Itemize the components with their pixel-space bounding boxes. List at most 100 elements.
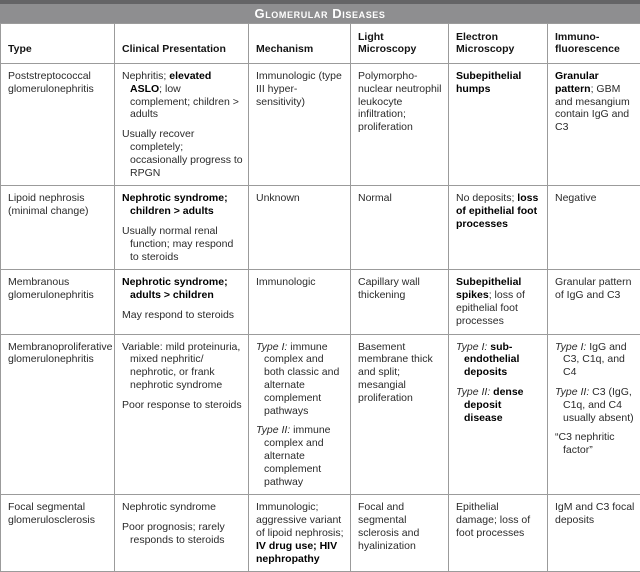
text-segment: Capillary wall thickening <box>358 276 420 301</box>
column-header-mechanism: Mechanism <box>249 24 351 64</box>
cell-paragraph: Type I: IgG and C3, C1q, and C4 <box>555 341 635 379</box>
text-segment: Nephrotic syndrome; children > adults <box>122 192 228 217</box>
cell-paragraph: Capillary wall thickening <box>358 276 443 302</box>
cell-paragraph: Lipoid nephrosis (minimal change) <box>8 192 109 218</box>
cell-immunofluorescence: Granular pattern of IgG and C3 <box>548 270 640 334</box>
cell-paragraph: May respond to steroids <box>122 309 243 322</box>
cell-paragraph: Subepithelial spikes; loss of epithelial… <box>456 276 542 327</box>
cell-paragraph: Nephritis; elevated ASLO; low complement… <box>122 70 243 121</box>
text-segment: Unknown <box>256 192 300 204</box>
text-segment: Focal segmental glomerulosclerosis <box>8 501 95 526</box>
column-header-clinical-presentation: Clinical Presentation <box>115 24 249 64</box>
text-segment: Polymorpho-nuclear neutrophil leukocyte … <box>358 70 441 133</box>
cell-paragraph: Subepithelial humps <box>456 70 542 96</box>
text-segment: Nephritis; <box>122 70 169 82</box>
cell-paragraph: Usually normal renal function; may respo… <box>122 225 243 263</box>
text-segment: Type I: <box>456 341 487 353</box>
cell-paragraph: Basement membrane thick and split; mesan… <box>358 341 443 405</box>
cell-immunofluorescence: Type I: IgG and C3, C1q, and C4 Type II: … <box>548 334 640 495</box>
text-segment: Type I: <box>256 341 287 353</box>
table-row: Focal segmental glomerulosclerosis Nephro… <box>1 495 640 572</box>
text-segment: Membranous glomerulonephritis <box>8 276 94 301</box>
cell-paragraph: Normal <box>358 192 443 205</box>
text-segment: Usually recover completely; occasionally… <box>122 128 243 178</box>
cell-type: Focal segmental glomerulosclerosis <box>1 495 115 572</box>
cell-paragraph: Focal segmental glomerulosclerosis <box>8 501 109 527</box>
cell-light-microscopy: Focal and segmental sclerosis and hyalin… <box>351 495 449 572</box>
cell-paragraph: Polymorpho-nuclear neutrophil leukocyte … <box>358 70 443 134</box>
cell-paragraph: Nephrotic syndrome; adults > children <box>122 276 243 302</box>
text-segment: Negative <box>555 192 596 204</box>
text-segment: IgM and C3 focal deposits <box>555 501 634 526</box>
cell-paragraph: Membranous glomerulonephritis <box>8 276 109 302</box>
cell-type: Membranous glomerulonephritis <box>1 270 115 334</box>
cell-clinical-presentation: Nephrotic syndrome Poor prognosis; rarely… <box>115 495 249 572</box>
cell-immunofluorescence: Granular pattern; GBM and mesangium cont… <box>548 64 640 186</box>
cell-electron-microscopy: Subepithelial spikes; loss of epithelial… <box>449 270 548 334</box>
text-segment: Immunologic <box>256 276 316 288</box>
cell-type: Membranoproliferative glomerulonephritis <box>1 334 115 495</box>
cell-paragraph: Nephrotic syndrome; children > adults <box>122 192 243 218</box>
cell-paragraph: Immunologic; aggressive variant of lipoi… <box>256 501 345 565</box>
cell-paragraph: Granular pattern of IgG and C3 <box>555 276 635 302</box>
cell-paragraph: Negative <box>555 192 635 205</box>
text-segment: IV drug use; HIV nephropathy <box>256 540 337 565</box>
cell-paragraph: Focal and segmental sclerosis and hyalin… <box>358 501 443 552</box>
cell-paragraph: Membranoproliferative glomerulonephritis <box>8 341 109 367</box>
column-header-light-microscopy: Light Microscopy <box>351 24 449 64</box>
column-header-immunofluorescence: Immuno-fluorescence <box>548 24 640 64</box>
cell-electron-microscopy: Epithelial damage; loss of foot processe… <box>449 495 548 572</box>
cell-paragraph: Immunologic (type III hyper-sensitivity) <box>256 70 345 108</box>
cell-clinical-presentation: Nephritis; elevated ASLO; low complement… <box>115 64 249 186</box>
cell-clinical-presentation: Variable: mild proteinuria, mixed nephri… <box>115 334 249 495</box>
table-row: Membranous glomerulonephritis Nephrotic s… <box>1 270 640 334</box>
text-segment: Type II: <box>555 386 589 398</box>
cell-paragraph: Epithelial damage; loss of foot processe… <box>456 501 542 539</box>
cell-paragraph: Nephrotic syndrome <box>122 501 243 514</box>
cell-paragraph: Type I: immune complex and both classic … <box>256 341 345 418</box>
cell-paragraph: Poor response to steroids <box>122 399 243 412</box>
cell-mechanism: Unknown <box>249 186 351 270</box>
text-segment: Usually normal renal function; may respo… <box>122 225 233 263</box>
text-segment: Epithelial damage; loss of foot processe… <box>456 501 530 539</box>
cell-electron-microscopy: No deposits; loss of epithelial foot pro… <box>449 186 548 270</box>
text-segment: Nephrotic syndrome <box>122 501 216 513</box>
cell-electron-microscopy: Subepithelial humps <box>449 64 548 186</box>
text-segment: Poor prognosis; rarely responds to stero… <box>122 521 225 546</box>
cell-light-microscopy: Normal <box>351 186 449 270</box>
cell-immunofluorescence: Negative <box>548 186 640 270</box>
cell-mechanism: Immunologic (type III hyper-sensitivity) <box>249 64 351 186</box>
text-segment: Granular pattern of IgG and C3 <box>555 276 631 301</box>
text-segment: Membranoproliferative glomerulonephritis <box>8 341 112 366</box>
text-segment: No deposits; <box>456 192 517 204</box>
table-row: Lipoid nephrosis (minimal change) Nephrot… <box>1 186 640 270</box>
cell-paragraph: Type II: dense deposit disease <box>456 386 542 424</box>
cell-light-microscopy: Polymorpho-nuclear neutrophil leukocyte … <box>351 64 449 186</box>
column-header-type: Type <box>1 24 115 64</box>
cell-paragraph: Immunologic <box>256 276 345 289</box>
text-segment: Type I: <box>555 341 586 353</box>
header-row: Type Clinical Presentation Mechanism Lig… <box>1 24 640 64</box>
cell-paragraph: Granular pattern; GBM and mesangium cont… <box>555 70 635 134</box>
table-title: Glomerular Diseases <box>254 6 385 21</box>
cell-clinical-presentation: Nephrotic syndrome; adults > children May… <box>115 270 249 334</box>
text-segment: Type II: <box>256 424 290 436</box>
cell-paragraph: Poor prognosis; rarely responds to stero… <box>122 521 243 547</box>
column-header-electron-microscopy: Electron Microscopy <box>449 24 548 64</box>
cell-clinical-presentation: Nephrotic syndrome; children > adults Usu… <box>115 186 249 270</box>
text-segment: May respond to steroids <box>122 309 234 321</box>
text-segment: Normal <box>358 192 392 204</box>
cell-paragraph: Usually recover completely; occasionally… <box>122 128 243 179</box>
cell-paragraph: Type II: immune complex and alternate co… <box>256 424 345 488</box>
text-segment: Focal and segmental sclerosis and hyalin… <box>358 501 419 551</box>
cell-light-microscopy: Capillary wall thickening <box>351 270 449 334</box>
text-segment: Poor response to steroids <box>122 399 242 411</box>
diseases-table: Type Clinical Presentation Mechanism Lig… <box>0 23 640 572</box>
text-segment: Lipoid nephrosis (minimal change) <box>8 192 89 217</box>
cell-paragraph: Type II: C3 (IgG, C1q, and C4 usually ab… <box>555 386 635 424</box>
cell-type: Poststreptococcal glomerulonephritis <box>1 64 115 186</box>
